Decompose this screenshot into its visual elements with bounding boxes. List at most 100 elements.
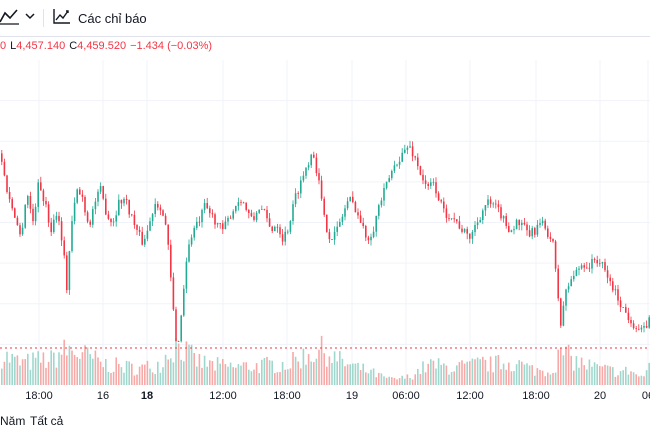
candle-body [40, 182, 42, 191]
candle-body [105, 198, 107, 215]
candle-body [479, 220, 481, 223]
volume-bar [560, 347, 562, 385]
volume-bar [263, 358, 266, 385]
candle-body [505, 216, 507, 226]
volume-bar [625, 366, 627, 385]
candle-body [596, 260, 598, 264]
candle-body [294, 193, 297, 205]
candle-body [630, 320, 632, 324]
volume-bar [401, 375, 403, 385]
low-key: L [10, 40, 17, 52]
volume-bar [463, 363, 466, 385]
chart-type-button[interactable] [0, 6, 20, 30]
volume-bar [107, 372, 110, 385]
volume-bar [586, 369, 588, 385]
volume-bar [105, 359, 107, 385]
candle-body [401, 152, 403, 162]
candle-body [461, 228, 463, 232]
candle-body [1, 153, 3, 162]
candle-body [588, 267, 591, 269]
candle-body [53, 219, 55, 232]
candle-body [84, 197, 86, 213]
volume-bar [29, 369, 32, 385]
volume-bar [250, 371, 253, 385]
candle-body [86, 212, 89, 222]
volume-bar [289, 368, 292, 385]
indicators-button[interactable]: Các chỉ báo [52, 6, 147, 30]
volume-bar [268, 360, 271, 385]
volume-bar [523, 364, 526, 385]
volume-bar [94, 350, 97, 385]
candle-body [97, 191, 99, 202]
candle-body [388, 178, 390, 182]
x-tick-label: 18:00 [522, 390, 550, 402]
candle-body [593, 259, 596, 261]
candle-body [157, 203, 159, 208]
volume-bar [349, 364, 351, 385]
change-value: −1.434 (−0.03%) [130, 40, 213, 52]
volume-bar [149, 368, 151, 385]
volume-bar [89, 354, 91, 385]
candle-body [645, 326, 648, 328]
volume-bar [102, 367, 104, 385]
volume-bar [461, 360, 463, 385]
price-chart[interactable]: 18:00 16 18 12:00 18:00 19 06:00 12:00 18:00 20 06 [0, 60, 650, 412]
volume-bar [534, 375, 536, 385]
volume-bar [362, 363, 364, 385]
candle-body [136, 225, 138, 230]
volume-bar [380, 373, 383, 385]
volume-bar [375, 377, 377, 385]
candle-body [268, 218, 271, 227]
volume-bar [19, 365, 21, 385]
candle-body [565, 289, 567, 306]
timeframe-all[interactable]: Tất cả [30, 414, 64, 428]
volume-bar [427, 363, 429, 385]
volume-bar [258, 373, 260, 385]
volume-bar [404, 378, 406, 385]
volume-bar [536, 368, 539, 385]
volume-bar [453, 371, 455, 385]
candle-body [167, 224, 169, 245]
volume-bar [133, 375, 136, 385]
volume-bar [518, 360, 520, 385]
volume-bar [146, 360, 149, 385]
volume-bar [177, 343, 180, 385]
candle-body [188, 244, 190, 262]
candle-body [107, 214, 110, 219]
candle-body [523, 222, 526, 225]
volume-bar [27, 353, 29, 385]
candle-body [632, 323, 635, 329]
volume-bar [50, 350, 52, 385]
volume-bar [203, 355, 206, 385]
volume-bar [227, 366, 229, 385]
chart-type-dropdown[interactable] [24, 6, 36, 30]
volume-bar [281, 362, 284, 385]
candle-body [73, 202, 76, 222]
candle-body [443, 201, 445, 209]
indicators-label: Các chỉ báo [78, 10, 147, 26]
chart-toolbar: Các chỉ báo [0, 0, 650, 37]
volume-bar [1, 368, 3, 385]
volume-bar [479, 359, 481, 385]
volume-bar [367, 373, 370, 385]
volume-bar [469, 361, 471, 385]
candle-body [601, 262, 604, 264]
volume-bar [32, 352, 34, 385]
volume-bar [583, 365, 585, 385]
candle-body [570, 279, 572, 287]
candle-body [638, 328, 640, 330]
candle-body [60, 221, 63, 241]
volume-bar [180, 359, 182, 385]
candle-body [29, 196, 32, 209]
volume-bar [422, 361, 424, 385]
volume-bar [136, 374, 138, 385]
candle-body [209, 208, 211, 214]
volume-bar [245, 362, 247, 385]
timeframe-year[interactable]: Năm [0, 414, 26, 428]
candle-body [567, 286, 570, 290]
volume-bar [164, 354, 167, 385]
volume-bar [450, 372, 453, 385]
volume-bar [188, 344, 190, 385]
volume-bar [612, 367, 614, 385]
volume-bar [235, 367, 237, 385]
